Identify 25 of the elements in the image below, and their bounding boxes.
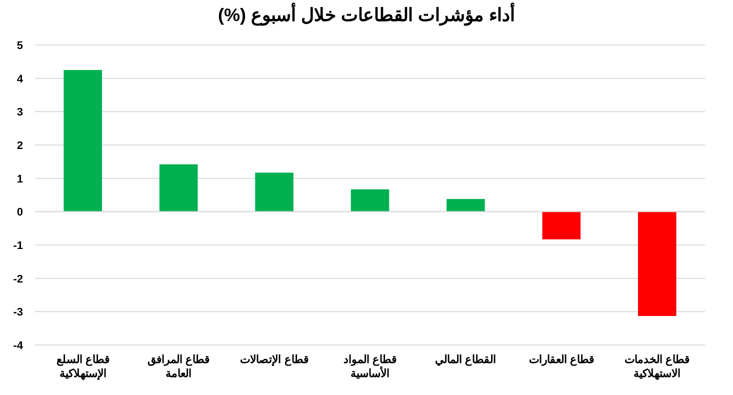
y-tick-label: 4 [16, 73, 24, 86]
y-tick-label: -1 [13, 240, 23, 252]
y-tick-label: -3 [13, 306, 23, 319]
x-tick-label: قطاع الخدمات الاستهلاكية [624, 353, 691, 381]
bar [64, 70, 102, 212]
x-tick-label: قطاع السلع الإستهلاكية [55, 353, 110, 381]
bar [638, 212, 676, 316]
x-tick-label: قطاع الإتصالات [239, 353, 310, 367]
bar [350, 189, 390, 212]
bar [159, 164, 198, 212]
bar [255, 172, 294, 212]
x-tick-label: قطاع العقارات [528, 353, 595, 367]
chart-title: أداء مؤشرات القطاعات خلال أسبوع (%) [217, 4, 516, 26]
y-tick-label: 1 [16, 173, 23, 186]
y-tick-label: -4 [13, 340, 24, 352]
bar [542, 212, 581, 240]
x-tick-label: قطاع المواد الأساسية [342, 353, 398, 381]
bar [446, 199, 485, 212]
y-tick-label: 3 [16, 106, 23, 119]
x-tick-label: قطاع المرافق العامة [146, 353, 211, 381]
y-tick-label: 0 [16, 206, 23, 219]
y-tick-label: 5 [16, 40, 23, 52]
x-tick-label: القطاع المالي [434, 353, 498, 367]
y-tick-label: 2 [16, 140, 23, 152]
y-tick-label: -2 [13, 273, 23, 286]
